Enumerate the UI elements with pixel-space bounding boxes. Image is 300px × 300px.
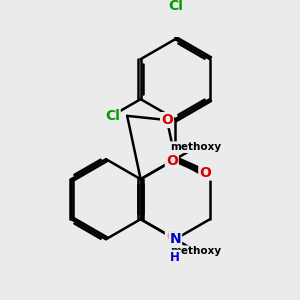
Text: methoxy: methoxy [170, 246, 222, 256]
Text: N: N [169, 232, 181, 246]
Text: H: H [170, 251, 180, 264]
Text: O: O [166, 154, 178, 168]
Text: Cl: Cl [168, 0, 183, 13]
Text: Cl: Cl [105, 109, 120, 123]
Text: O: O [166, 230, 178, 244]
Text: O: O [161, 113, 173, 127]
Text: methoxy: methoxy [170, 142, 222, 152]
Text: O: O [199, 166, 211, 179]
